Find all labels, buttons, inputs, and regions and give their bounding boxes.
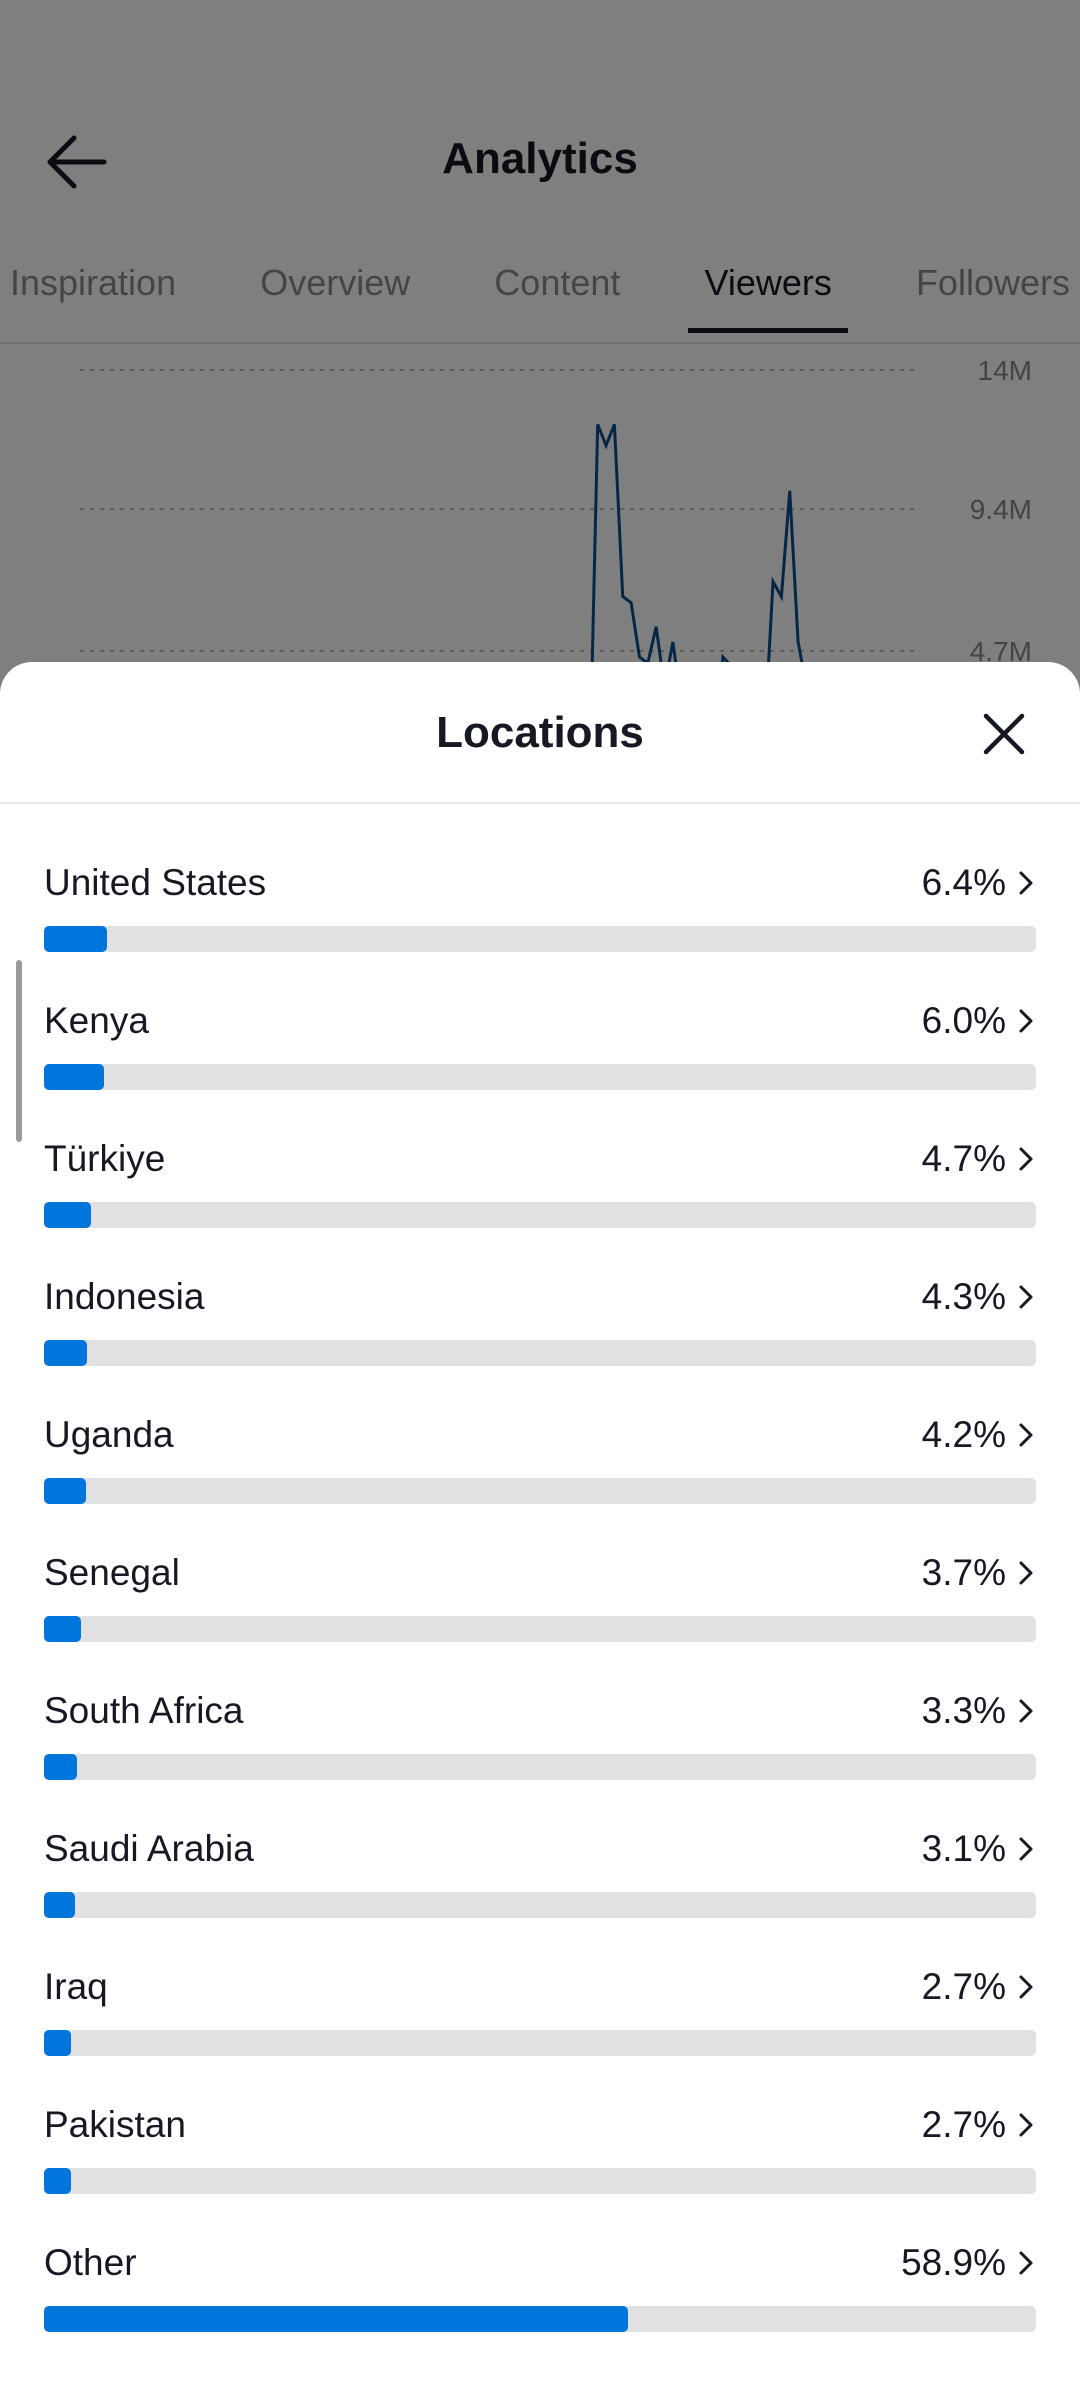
location-row[interactable]: Uganda 4.2% xyxy=(44,1414,1036,1552)
location-percent: 4.7% xyxy=(921,1138,1006,1179)
location-percent: 4.2% xyxy=(921,1414,1006,1455)
location-name: Other xyxy=(44,2242,137,2283)
location-row[interactable]: Türkiye 4.7% xyxy=(44,1138,1036,1276)
chevron-right-icon xyxy=(1019,1837,1033,1861)
location-name: Pakistan xyxy=(44,2104,186,2145)
percent-bar xyxy=(44,1064,1036,1090)
percent-bar xyxy=(44,1478,1036,1504)
chevron-right-icon xyxy=(1019,871,1033,895)
location-name: Senegal xyxy=(44,1552,180,1593)
percent-bar xyxy=(44,926,1036,952)
chevron-right-icon xyxy=(1019,2113,1033,2137)
location-row[interactable]: South Africa 3.3% xyxy=(44,1690,1036,1828)
location-percent: 2.7% xyxy=(921,1966,1006,2007)
location-row[interactable]: Other 58.9% xyxy=(44,2242,1036,2380)
location-percent: 3.3% xyxy=(921,1690,1006,1731)
sheet-title: Locations xyxy=(436,708,644,757)
chevron-right-icon xyxy=(1019,1561,1033,1585)
percent-bar xyxy=(44,2168,1036,2194)
location-row[interactable]: Pakistan 2.7% xyxy=(44,2104,1036,2242)
location-row[interactable]: Saudi Arabia 3.1% xyxy=(44,1828,1036,1966)
chevron-right-icon xyxy=(1019,1423,1033,1447)
chevron-right-icon xyxy=(1019,1699,1033,1723)
location-name: Indonesia xyxy=(44,1276,205,1317)
location-row[interactable]: Iraq 2.7% xyxy=(44,1966,1036,2104)
location-name: Türkiye xyxy=(44,1138,166,1179)
locations-sheet: Locations United States 6.4% Kenya 6.0% … xyxy=(0,662,1080,2400)
location-name: Kenya xyxy=(44,1000,149,1041)
percent-bar xyxy=(44,1202,1036,1228)
percent-bar-fill xyxy=(44,1616,81,1642)
percent-bar xyxy=(44,1892,1036,1918)
percent-bar xyxy=(44,2030,1036,2056)
location-percent: 58.9% xyxy=(901,2242,1006,2283)
chevron-right-icon xyxy=(1019,1285,1033,1309)
location-percent: 6.0% xyxy=(921,1000,1006,1041)
percent-bar-fill xyxy=(44,1754,77,1780)
scrollbar[interactable] xyxy=(16,960,22,1142)
location-percent: 3.7% xyxy=(921,1552,1006,1593)
location-name: Saudi Arabia xyxy=(44,1828,254,1869)
location-name: South Africa xyxy=(44,1690,244,1731)
location-percent: 2.7% xyxy=(921,2104,1006,2145)
percent-bar xyxy=(44,1616,1036,1642)
percent-bar xyxy=(44,2306,1036,2332)
percent-bar xyxy=(44,1340,1036,1366)
location-name: Iraq xyxy=(44,1966,108,2007)
chevron-right-icon xyxy=(1019,2251,1033,2275)
location-row[interactable]: United States 6.4% xyxy=(44,862,1036,1000)
chevron-right-icon xyxy=(1019,1975,1033,1999)
percent-bar-fill xyxy=(44,2306,629,2332)
percent-bar-fill xyxy=(44,2030,71,2056)
location-row[interactable]: Senegal 3.7% xyxy=(44,1552,1036,1690)
location-percent: 6.4% xyxy=(921,862,1006,903)
percent-bar-fill xyxy=(44,1340,87,1366)
percent-bar-fill xyxy=(44,1064,104,1090)
location-name: United States xyxy=(44,862,267,903)
chevron-right-icon xyxy=(1019,1147,1033,1171)
percent-bar xyxy=(44,1754,1036,1780)
locations-list: United States 6.4% Kenya 6.0% Türkiye 4.… xyxy=(44,862,1036,2380)
sheet-divider xyxy=(0,802,1080,804)
location-row[interactable]: Indonesia 4.3% xyxy=(44,1276,1036,1414)
chevron-right-icon xyxy=(1019,1009,1033,1033)
percent-bar-fill xyxy=(44,1892,75,1918)
location-percent: 4.3% xyxy=(921,1276,1006,1317)
percent-bar-fill xyxy=(44,926,108,952)
percent-bar-fill xyxy=(44,1478,86,1504)
location-name: Uganda xyxy=(44,1414,174,1455)
location-row[interactable]: Kenya 6.0% xyxy=(44,1000,1036,1138)
percent-bar-fill xyxy=(44,1202,91,1228)
location-percent: 3.1% xyxy=(921,1828,1006,1869)
percent-bar-fill xyxy=(44,2168,71,2194)
close-icon[interactable] xyxy=(978,708,1030,760)
